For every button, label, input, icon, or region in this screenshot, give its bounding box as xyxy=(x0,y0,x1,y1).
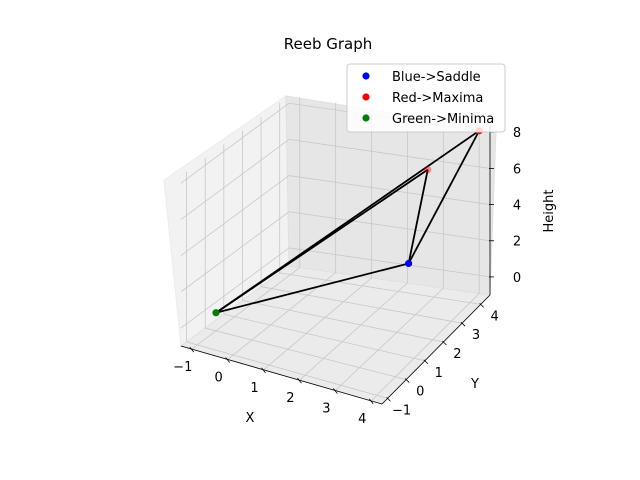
graph-edge xyxy=(215,262,409,314)
x-tick-mark xyxy=(368,398,374,405)
x-tick-label: 1 xyxy=(250,381,258,396)
x-tick-label: 2 xyxy=(286,391,294,406)
z-tick-label: 0 xyxy=(513,271,521,286)
grid-line-x-floor xyxy=(335,287,444,391)
x-tick-label: −1 xyxy=(173,360,192,375)
z-axis-label: Height xyxy=(542,190,557,233)
x-tick-mark xyxy=(261,367,266,374)
grid-line-x-floor xyxy=(299,282,408,381)
y-tick-mark xyxy=(460,321,466,327)
x-tick-mark xyxy=(333,388,338,394)
z-tick-label: 8 xyxy=(513,126,521,141)
y-tick-label: 4 xyxy=(491,309,499,324)
grid-line-x-floor xyxy=(370,293,480,402)
y-tick-mark xyxy=(404,378,410,383)
graph-point-saddle xyxy=(405,259,413,268)
axis-lines xyxy=(180,125,494,405)
grid-line-z-back xyxy=(288,139,491,169)
grid-line-y-floor xyxy=(242,300,444,343)
y-tick-label: −1 xyxy=(392,403,411,418)
x-tick-label: 3 xyxy=(322,402,330,417)
y-axis-line xyxy=(381,294,491,405)
legend-label-minima: Green->Minima xyxy=(392,112,494,127)
grid-line-z-side xyxy=(180,102,290,184)
legend-frame xyxy=(346,63,506,133)
legend: Blue->Saddle Red->Maxima Green->Minima xyxy=(346,63,506,133)
z-tick-label: 2 xyxy=(513,235,521,250)
graph-point-maxima xyxy=(424,166,432,174)
grid-line-z-side xyxy=(180,211,290,293)
y-tick-mark xyxy=(442,340,447,346)
chart-title: Reeb Graph xyxy=(284,35,373,53)
grid-line-z-side xyxy=(180,175,290,256)
z-tick-label: 4 xyxy=(513,199,521,214)
y-tick-mark xyxy=(386,397,391,402)
legend-marker-minima xyxy=(362,114,370,122)
y-tick-label: 0 xyxy=(416,385,424,400)
graph-edge xyxy=(407,169,429,264)
legend-marker-maxima xyxy=(362,93,370,101)
axis-panes xyxy=(163,95,497,405)
grid-line-z-side xyxy=(180,247,290,329)
grid-line-y-floor xyxy=(223,313,425,362)
grid-line-y-floor xyxy=(279,272,481,305)
legend-marker-saddle xyxy=(362,72,370,80)
grid-line-y-floor xyxy=(186,341,388,399)
graph-edge xyxy=(215,129,480,314)
grid-line-x-floor xyxy=(263,277,372,371)
x-tick-label: 4 xyxy=(358,412,366,427)
x-tick-label: 0 xyxy=(215,370,223,385)
x-tick-mark xyxy=(189,346,195,353)
x-axis-line xyxy=(180,345,383,405)
x-axis-label: X xyxy=(246,411,255,426)
graph-point-minima xyxy=(212,309,220,317)
x-tick-mark xyxy=(225,357,230,363)
z-tick-label: 6 xyxy=(513,162,521,177)
grid-line-z-side xyxy=(180,139,290,220)
grid-lines xyxy=(180,97,491,402)
x-tick-mark xyxy=(297,377,302,384)
graph-edges xyxy=(215,129,481,314)
y-axis-label: Y xyxy=(470,377,479,392)
graph-edge xyxy=(407,130,481,264)
legend-label-maxima: Red->Maxima xyxy=(392,91,483,106)
y-tick-label: 2 xyxy=(453,347,461,362)
grid-line-z-back xyxy=(288,175,491,205)
grid-line-z-back xyxy=(288,211,491,242)
grid-line-y-floor xyxy=(205,327,407,380)
grid-line-z-back xyxy=(288,247,491,278)
y-tick-mark xyxy=(423,359,429,365)
legend-label-saddle: Blue->Saddle xyxy=(392,70,481,85)
y-tick-label: 1 xyxy=(435,366,443,381)
y-tick-mark xyxy=(479,303,484,308)
y-tick-label: 3 xyxy=(472,328,480,343)
grid-line-x-floor xyxy=(191,267,301,350)
